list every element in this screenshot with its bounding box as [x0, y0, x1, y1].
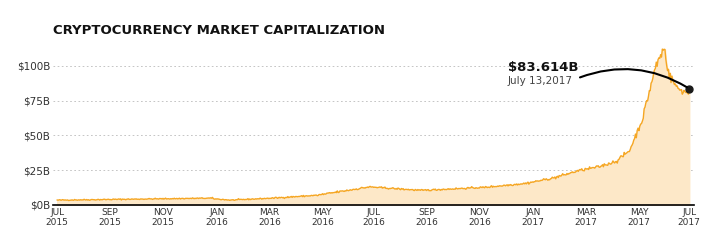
Bar: [652, 204, 654, 205]
Bar: [620, 204, 621, 205]
Bar: [640, 203, 641, 205]
Bar: [679, 204, 680, 205]
Bar: [676, 198, 677, 205]
Bar: [669, 196, 670, 205]
Bar: [637, 202, 639, 205]
Bar: [681, 200, 682, 205]
Text: $83.614B: $83.614B: [508, 61, 579, 74]
Bar: [626, 204, 627, 205]
Bar: [667, 203, 668, 205]
Bar: [668, 202, 669, 205]
Bar: [684, 204, 685, 205]
Bar: [685, 204, 686, 205]
Bar: [662, 202, 663, 205]
Bar: [661, 204, 662, 205]
Bar: [660, 204, 661, 205]
Bar: [646, 204, 647, 205]
Bar: [649, 204, 650, 205]
Bar: [651, 204, 652, 205]
Bar: [634, 204, 635, 205]
Bar: [682, 204, 684, 205]
Bar: [632, 202, 633, 205]
Bar: [654, 204, 655, 205]
Bar: [657, 204, 658, 205]
Bar: [642, 204, 643, 205]
Bar: [648, 202, 649, 205]
Bar: [647, 202, 648, 205]
Bar: [655, 204, 656, 205]
Bar: [666, 202, 667, 205]
Bar: [659, 202, 660, 205]
Bar: [688, 202, 689, 205]
Bar: [674, 194, 675, 205]
Bar: [650, 203, 651, 205]
Bar: [677, 203, 678, 205]
Bar: [656, 202, 657, 205]
Text: July 13,2017: July 13,2017: [508, 76, 573, 86]
Bar: [671, 204, 673, 205]
Bar: [686, 204, 687, 205]
Bar: [678, 204, 679, 205]
Bar: [658, 204, 659, 205]
Bar: [673, 204, 674, 205]
Bar: [675, 195, 676, 205]
Text: CRYPTOCURRENCY MARKET CAPITALIZATION: CRYPTOCURRENCY MARKET CAPITALIZATION: [53, 24, 385, 37]
Bar: [630, 203, 631, 205]
Bar: [641, 204, 642, 205]
Bar: [680, 203, 681, 205]
Bar: [625, 204, 626, 205]
Bar: [635, 202, 636, 205]
Bar: [687, 203, 688, 205]
Bar: [639, 204, 640, 205]
Bar: [644, 204, 646, 205]
Bar: [663, 204, 665, 205]
